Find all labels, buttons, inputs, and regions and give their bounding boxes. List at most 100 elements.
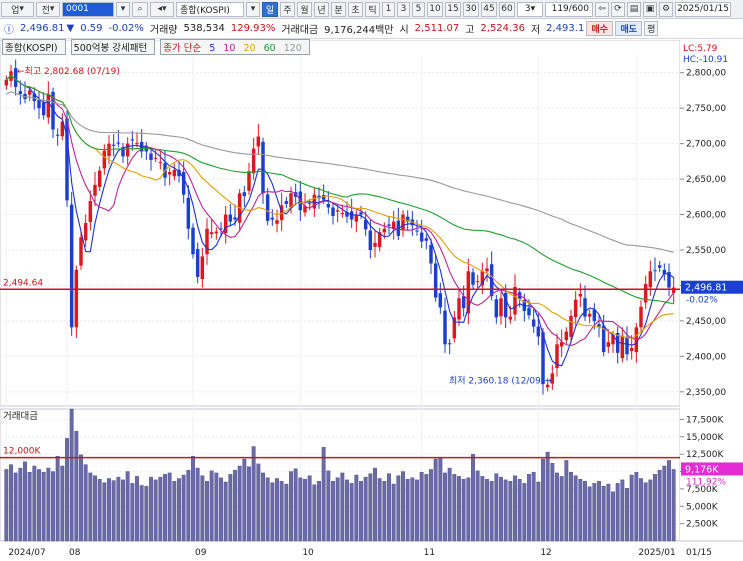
volume-bar	[135, 476, 139, 542]
minute-option-3[interactable]: 3	[397, 1, 410, 17]
speaker-icon[interactable]: ◂▾	[150, 1, 174, 17]
volume-bar	[601, 485, 606, 542]
ma-line-120	[6, 91, 674, 253]
tab-period-second[interactable]: 초	[348, 1, 363, 17]
volume-bar	[349, 483, 354, 542]
eval-button[interactable]: 평	[644, 21, 659, 36]
chart-area[interactable]: 2,350,002,400,002,450,002,500,002,550,00…	[0, 39, 743, 561]
candle-body	[205, 228, 209, 255]
volume-bar	[265, 477, 270, 542]
candle-body	[312, 194, 317, 209]
current-volume-tag	[681, 462, 743, 476]
volume-panel	[0, 408, 681, 542]
volume-bar	[181, 474, 186, 542]
candle-body	[279, 205, 284, 221]
candle-body	[662, 269, 667, 275]
candle-body	[130, 139, 135, 141]
candle-body	[405, 216, 410, 222]
tab-period-day[interactable]: 일	[262, 1, 278, 17]
volume-bar	[433, 458, 438, 542]
volume-bar	[387, 473, 391, 542]
price-tick-label: 2,650,00	[686, 175, 726, 185]
count-field[interactable]: 119/600	[545, 1, 593, 17]
high-annotation: ←최고 2,802.68 (07/19)	[17, 66, 120, 77]
minute-option-60[interactable]: 60	[499, 1, 515, 17]
candle-body	[37, 100, 41, 109]
tab-period-tick[interactable]: 틱	[365, 1, 380, 17]
chart-toolbar: 업 ▾ 전 ▾ 0001 ▾ ⌕ ◂▾ 종합(KOSPI) ▾ 일 주 월 년 분 …	[0, 0, 743, 19]
candle-body	[564, 331, 569, 341]
volume-bar	[620, 479, 625, 542]
candle-body	[158, 162, 163, 164]
tab-period-week[interactable]: 주	[280, 1, 295, 17]
search-icon[interactable]: ⌕	[132, 1, 148, 17]
volume-bar	[275, 478, 279, 542]
volume-bar	[410, 477, 415, 542]
symbol-chip[interactable]: 종합(KOSPI)	[2, 39, 66, 55]
volume-bar	[284, 483, 289, 542]
candle-body	[60, 121, 65, 137]
volume-bar	[545, 451, 550, 542]
high-label: 고	[465, 25, 475, 36]
minute-option-1[interactable]: 1	[382, 1, 395, 17]
name-dropdown-icon[interactable]: ▾	[246, 1, 260, 17]
ma-label: 종가 단순	[163, 43, 202, 54]
candle-body	[373, 242, 377, 247]
candle-body	[559, 342, 564, 347]
pattern-chip[interactable]: 500억봉 강세패턴	[70, 39, 156, 55]
candle-body	[233, 217, 237, 220]
scope-select[interactable]: 전 ▾	[36, 1, 60, 17]
date-field[interactable]: 2025/01/15	[675, 1, 731, 17]
volume-bar	[303, 478, 307, 542]
tab-period-year[interactable]: 년	[314, 1, 329, 17]
candle-body	[569, 315, 573, 337]
code-dropdown-icon[interactable]: ▾	[116, 1, 130, 17]
candle-body	[643, 284, 648, 303]
volume-bar	[657, 469, 662, 542]
volume-bar	[172, 481, 177, 542]
hc-label: HC:-10.91	[683, 55, 728, 65]
amount-value: 9,176,244백만	[324, 25, 394, 36]
category-select[interactable]: 업 ▾	[1, 1, 34, 17]
minute-option-15[interactable]: 15	[445, 1, 461, 17]
scope-label: 전	[41, 5, 50, 16]
code-input[interactable]: 0001	[62, 1, 114, 17]
candle-body	[149, 153, 153, 160]
volume-bar	[242, 458, 247, 542]
volume-bar	[191, 456, 195, 542]
back-icon[interactable]: ⇦	[595, 1, 609, 17]
candle-body	[65, 118, 69, 201]
save-icon[interactable]: ▣	[643, 1, 657, 17]
volume-bar	[517, 478, 522, 542]
volume-bar	[93, 475, 97, 542]
minute-option-45[interactable]: 45	[481, 1, 497, 17]
volume-bar	[144, 485, 149, 542]
sell-order-button[interactable]: 매도	[615, 21, 643, 36]
candle-body	[345, 212, 349, 217]
x-tick-label: 11	[424, 548, 435, 558]
minute-option-30[interactable]: 30	[463, 1, 479, 17]
minute-option-10[interactable]: 10	[427, 1, 443, 17]
volume-bar	[102, 482, 107, 542]
volume-bar	[261, 472, 265, 542]
volume-bar	[443, 472, 447, 542]
candle-body	[499, 298, 503, 317]
volume-bar	[429, 469, 433, 542]
candle-body	[153, 157, 158, 159]
candle-body	[209, 232, 214, 235]
print-icon[interactable]: ▤	[627, 1, 641, 17]
volume-bar	[317, 481, 321, 542]
candle-body	[536, 326, 541, 337]
sync-icon[interactable]: ⟳	[611, 1, 625, 17]
minute-option-5[interactable]: 5	[412, 1, 425, 17]
tab-period-minute[interactable]: 분	[331, 1, 346, 17]
buy-order-button[interactable]: 매수	[586, 21, 614, 36]
tab-period-month[interactable]: 월	[297, 1, 312, 17]
price-chart-svg[interactable]: 2,350,002,400,002,450,002,500,002,550,00…	[0, 39, 743, 561]
ma-chip[interactable]: 종가 단순 5 10 20 60 120	[160, 39, 310, 55]
candle-body	[573, 299, 578, 318]
interval-spinner[interactable]: 3 ▾	[517, 1, 543, 17]
volume-bar	[391, 483, 396, 542]
candle-body	[4, 79, 9, 86]
gear-icon[interactable]: ⚙	[659, 1, 673, 17]
